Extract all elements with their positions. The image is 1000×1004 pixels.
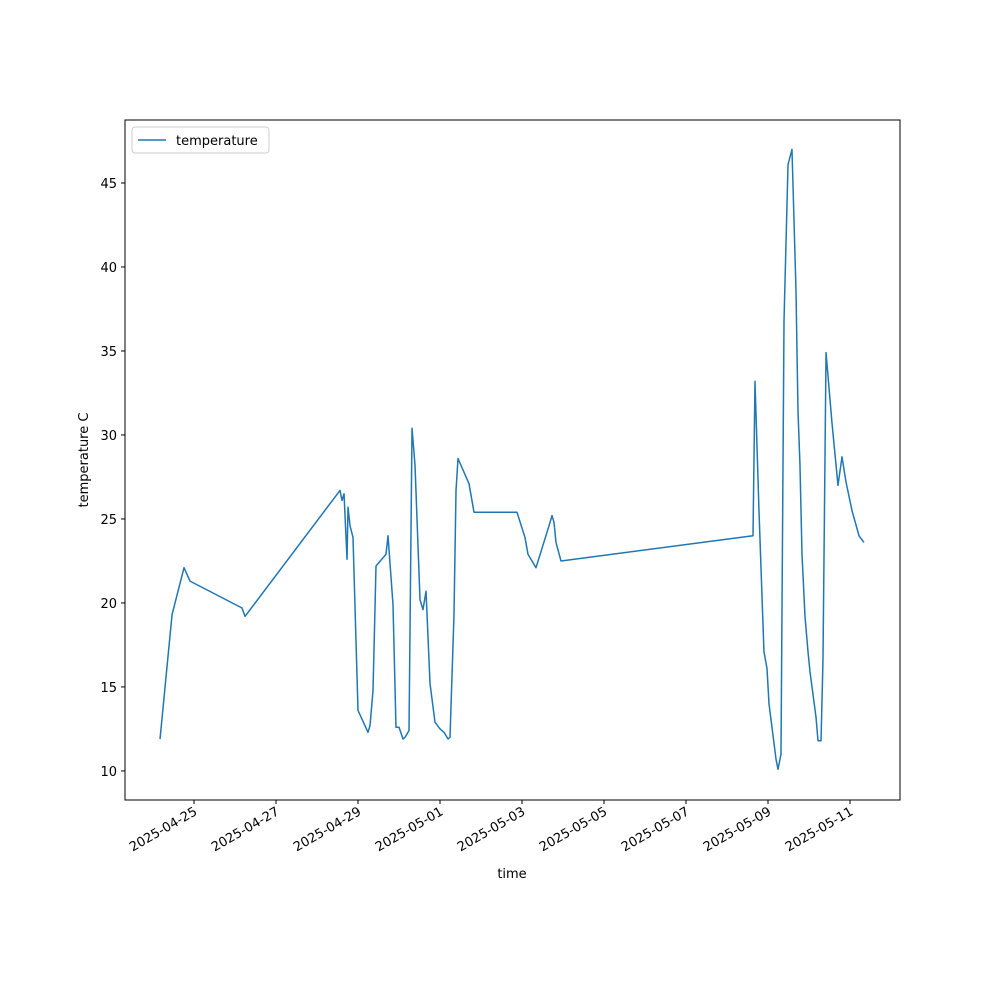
x-tick-label: 2025-05-09 <box>701 804 774 855</box>
x-tick-label: 2025-05-03 <box>455 804 528 855</box>
legend-box <box>131 126 270 154</box>
x-tick-label: 2025-04-29 <box>291 804 364 855</box>
y-tick-label: 30 <box>100 429 117 444</box>
plot-area <box>124 119 901 801</box>
x-tick-label: 2025-05-07 <box>619 804 692 855</box>
x-tick-label: 2025-05-11 <box>783 804 856 855</box>
x-tick-label: 2025-05-05 <box>537 804 610 855</box>
x-tick-label: 2025-04-25 <box>127 804 200 855</box>
y-tick-label: 45 <box>100 177 117 192</box>
x-tick-label: 2025-05-01 <box>373 804 446 855</box>
y-tick-label: 25 <box>100 513 117 528</box>
y-tick-label: 35 <box>100 345 117 360</box>
y-tick-label: 10 <box>100 765 117 780</box>
y-tick-label: 20 <box>100 597 117 612</box>
y-axis-label: temperature C <box>77 413 92 508</box>
line <box>159 148 865 771</box>
y-tick-label: 15 <box>100 681 117 696</box>
y-tick-label: 40 <box>100 261 117 276</box>
legend-label: temperature <box>176 134 258 149</box>
x-axis-label: time <box>497 867 526 882</box>
x-tick-label: 2025-04-27 <box>209 804 282 855</box>
